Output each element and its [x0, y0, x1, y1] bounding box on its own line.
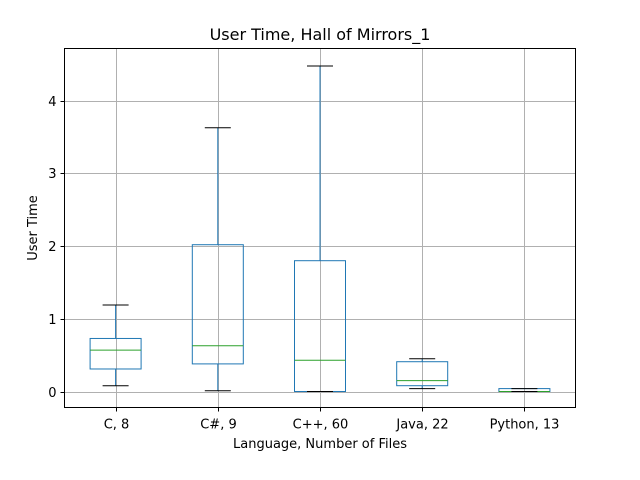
x-tick-label: C, 8: [104, 418, 130, 433]
y-tick-label: 1: [48, 313, 56, 328]
chart-title: User Time, Hall of Mirrors_1: [210, 25, 431, 45]
y-tick-label: 3: [48, 167, 56, 182]
box: [396, 361, 449, 387]
y-axis-label: User Time: [26, 195, 41, 261]
tick-layer: C, 8 C#, 9 C++, 60 Java, 22 Python, 13 0 1 2 3 4: [48, 95, 559, 433]
y-tick-label: 2: [48, 240, 56, 255]
x-tick-label: Python, 13: [490, 418, 560, 433]
x-axis-label: Language, Number of Files: [233, 437, 407, 452]
x-tick-label: C#, 9: [200, 418, 237, 433]
box: [191, 244, 244, 365]
box: [89, 337, 142, 370]
box-layer: [89, 65, 551, 393]
y-tick-label: 4: [48, 95, 56, 110]
x-tick-label: C++, 60: [293, 418, 349, 433]
y-tick-label: 0: [48, 386, 56, 401]
x-tick-label: Java, 22: [395, 418, 448, 433]
